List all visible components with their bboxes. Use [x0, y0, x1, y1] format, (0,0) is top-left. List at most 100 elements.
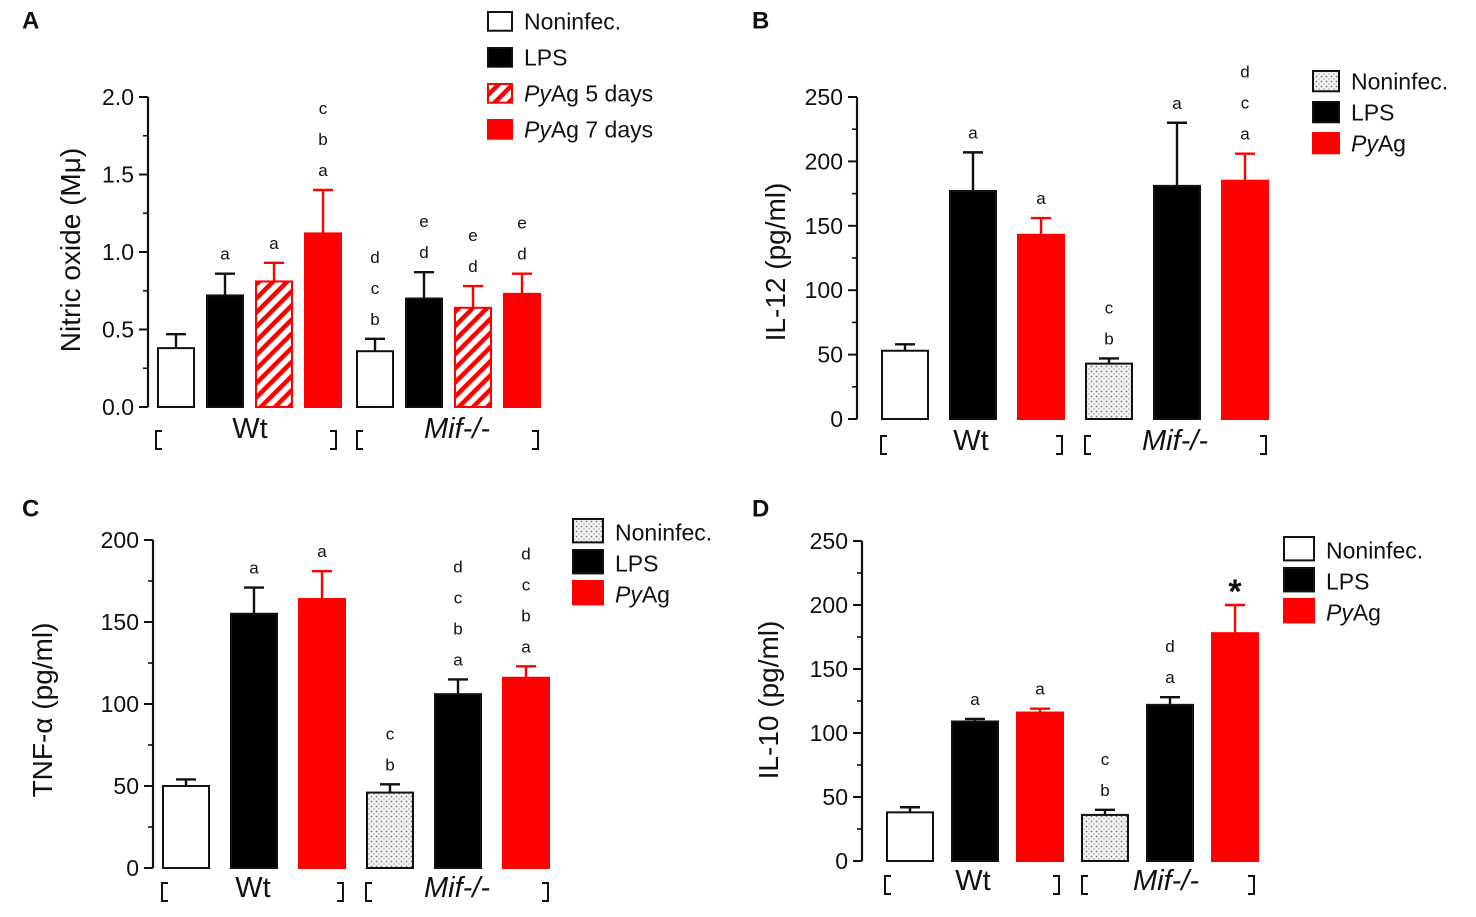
significance-label: a: [1036, 189, 1046, 208]
significance-label: d: [468, 257, 477, 276]
group-label: Wt: [232, 413, 267, 445]
y-tick-label: 50: [817, 342, 843, 368]
legend-swatch: [1312, 101, 1340, 124]
legend-entry: Noninfec.: [1351, 69, 1448, 95]
significance-label: a: [1240, 125, 1250, 144]
legend-swatch: [572, 580, 604, 606]
significance-label: a: [521, 637, 531, 656]
significance-label: e: [419, 212, 428, 231]
bar-noninfec--mif: [356, 350, 394, 409]
legend-entry: LPS: [615, 551, 658, 577]
bar-lps-mif: [1153, 184, 1201, 420]
bar-pyag-7-days-wt: [304, 232, 342, 408]
y-tick-label: 150: [810, 656, 848, 682]
y-tick-label: 200: [805, 148, 843, 174]
significance-label: a: [1172, 94, 1182, 113]
legend-entry: PyAg: [615, 582, 670, 608]
bar-pyag-5-days-wt: [255, 280, 293, 409]
significance-label: b: [385, 755, 394, 774]
significance-label: c: [1105, 298, 1114, 317]
group-label: Wt: [955, 865, 990, 897]
bar-noninfec--mif: [366, 791, 414, 869]
significance-label: c: [319, 99, 328, 118]
panel-label: D: [752, 495, 769, 522]
legend-swatch: [1312, 70, 1340, 93]
legend-entry: PyAg: [1326, 600, 1381, 626]
significance-label: a: [970, 690, 980, 709]
significance-label: d: [521, 544, 530, 563]
bar-noninfec--mif: [1081, 813, 1129, 862]
group-bracket-left: [161, 882, 168, 902]
significance-label: c: [522, 575, 531, 594]
group-label: Wt: [953, 425, 988, 457]
significance-label: b: [521, 606, 530, 625]
panel-label: B: [752, 7, 769, 34]
significance-label: b: [370, 310, 379, 329]
group-bracket-right: [1056, 435, 1063, 455]
significance-label: a: [453, 650, 463, 669]
legend-entry: PyAg: [1351, 131, 1406, 157]
group-label: Mif-/-: [1133, 865, 1199, 897]
bar-pyag-wt: [1017, 233, 1065, 420]
significance-label: b: [318, 130, 327, 149]
legend-entry: LPS: [524, 44, 567, 70]
y-tick-label: 2.0: [102, 84, 134, 110]
significance-label: b: [453, 619, 462, 638]
group-bracket-right: [337, 882, 344, 902]
y-tick-label: 0: [126, 855, 139, 881]
significance-label: c: [1241, 94, 1250, 113]
group-bracket-right: [532, 430, 539, 450]
significance-label: a: [269, 234, 279, 253]
legend-entry: Noninfec.: [615, 520, 712, 546]
group-bracket-right: [1248, 875, 1255, 895]
bar-pyag-wt: [298, 598, 346, 869]
significance-label: b: [1104, 329, 1113, 348]
group-label: Wt: [235, 872, 270, 904]
y-tick-label: 0.0: [102, 394, 134, 420]
group-bracket-right: [1260, 435, 1267, 455]
significance-label: c: [1101, 750, 1110, 769]
legend-swatch: [1283, 598, 1315, 624]
significance-label: c: [371, 279, 380, 298]
group-bracket-left: [1084, 435, 1091, 455]
bar-lps-mif: [1146, 703, 1194, 863]
group-label: Mif-/-: [424, 413, 490, 445]
significance-label: d: [1240, 63, 1249, 82]
bar-lps-wt: [230, 612, 278, 869]
significance-label: a: [249, 559, 259, 578]
significance-label: a: [318, 161, 328, 180]
significance-label: d: [517, 245, 526, 264]
legend-entry: PyAg 5 days: [524, 80, 653, 106]
bar-lps-mif: [434, 693, 482, 869]
y-tick-label: 50: [822, 784, 848, 810]
significance-label: d: [1165, 637, 1174, 656]
y-tick-label: 100: [810, 720, 848, 746]
significance-label: a: [317, 542, 327, 561]
bar-lps-wt: [951, 720, 999, 862]
significance-label: c: [454, 588, 463, 607]
group-bracket-left: [1081, 875, 1088, 895]
significance-label: d: [419, 243, 428, 262]
significance-label: c: [386, 724, 395, 743]
legend-entry: Noninfec.: [1326, 538, 1423, 564]
bar-lps-wt: [206, 294, 244, 408]
bar-noninfec--wt: [162, 785, 210, 869]
group-label: Mif-/-: [1142, 425, 1208, 457]
significance-label: d: [370, 248, 379, 267]
bar-lps-wt: [949, 190, 997, 420]
legend-entry: PyAg 7 days: [524, 116, 653, 142]
y-tick-label: 100: [101, 691, 139, 717]
group-bracket-left: [880, 435, 887, 455]
group-bracket-right: [542, 882, 549, 902]
y-tick-label: 0: [835, 848, 848, 874]
group-label: Mif-/-: [424, 872, 490, 904]
panel-label: C: [22, 495, 39, 522]
y-axis-label: Nitric oxide (Mμ): [55, 148, 86, 352]
group-bracket-right: [1053, 875, 1060, 895]
y-tick-label: 100: [805, 277, 843, 303]
y-axis-label: IL-12 (pg/ml): [760, 183, 791, 342]
bar-pyag-5-days-mif: [454, 306, 492, 408]
legend-entry: LPS: [1326, 569, 1369, 595]
